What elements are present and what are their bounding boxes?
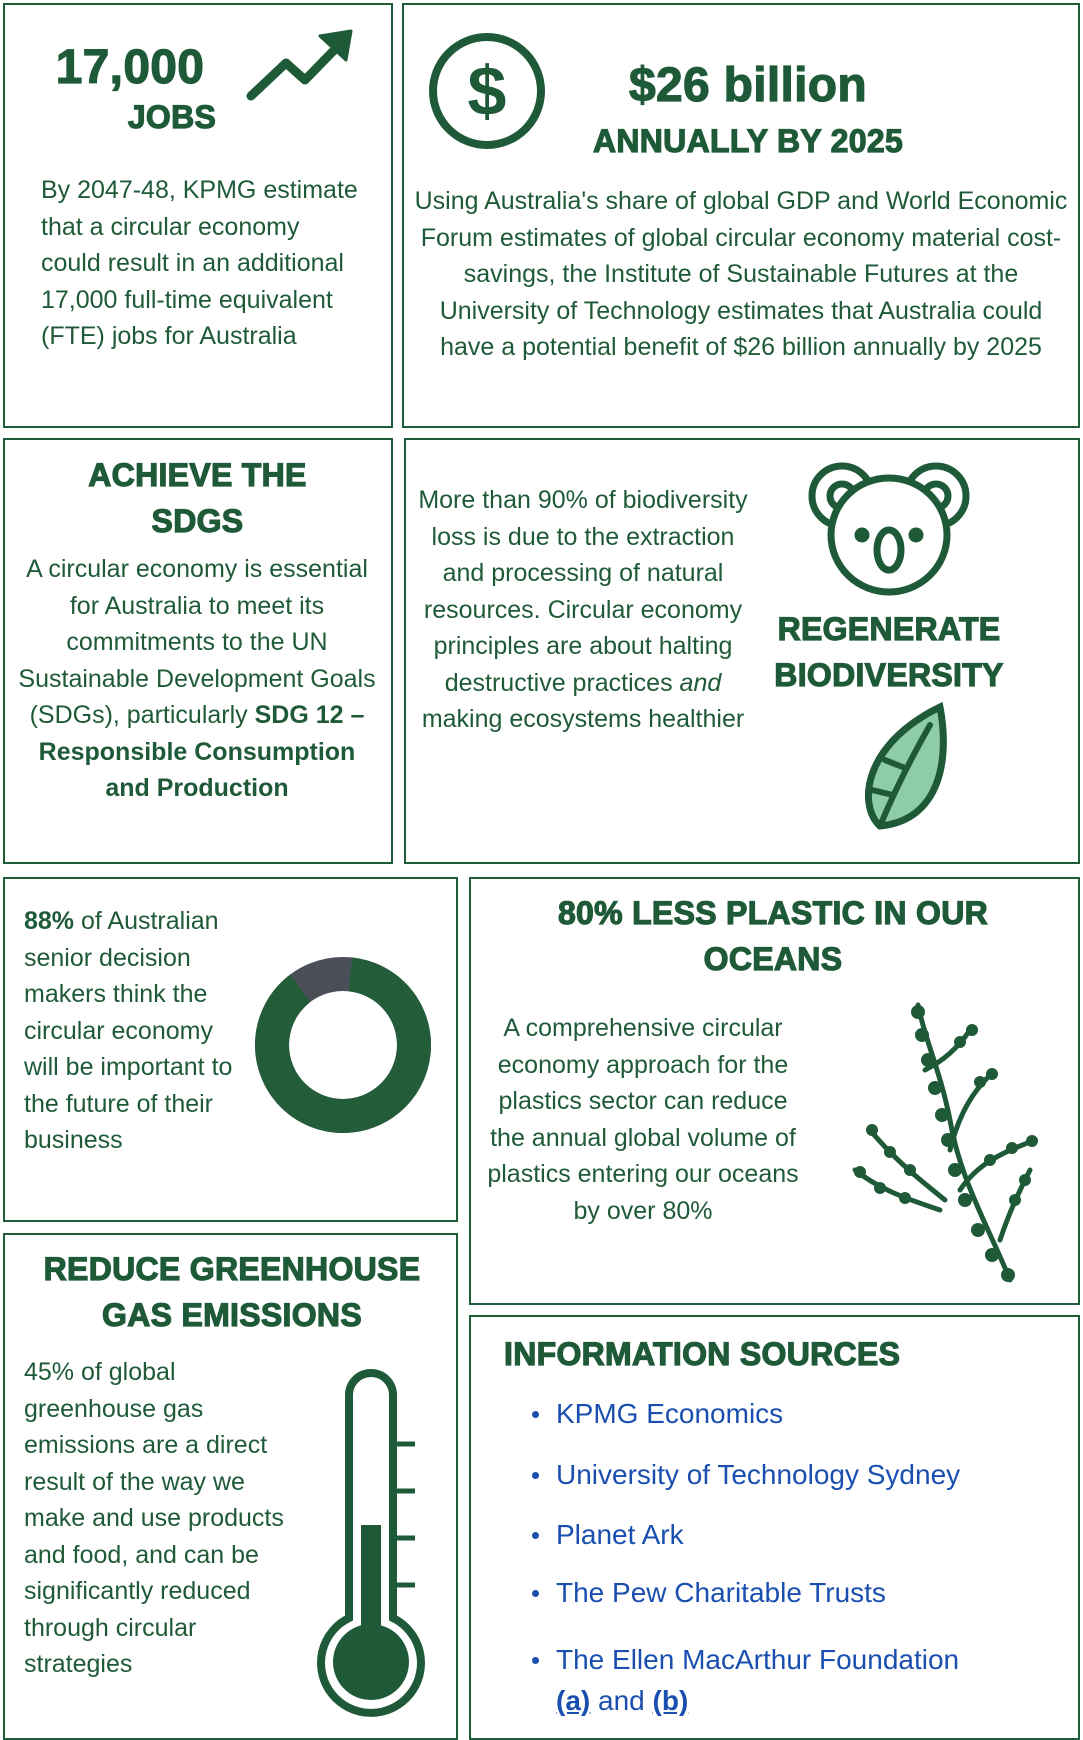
jobs-text: By 2047-48, KPMG estimate that a circula…	[41, 172, 361, 355]
thermometer-icon	[321, 1373, 421, 1713]
source-item[interactable]: University of Technology Sydney	[556, 1454, 960, 1496]
savings-text: Using Australia's share of global GDP an…	[412, 183, 1070, 366]
biodiversity-body: More than 90% of biodiversity loss is du…	[418, 486, 747, 697]
source-connector: and	[598, 1685, 645, 1716]
biodiversity-text: More than 90% of biodiversity loss is du…	[417, 482, 749, 738]
emissions-text: 45% of global greenhouse gas emissions a…	[24, 1354, 304, 1683]
survey-text: 88% of Australian senior decision makers…	[24, 903, 244, 1159]
page: $ 17,000 JOBS By 20	[0, 0, 1083, 1740]
source-item[interactable]: The Pew Charitable Trusts	[556, 1572, 886, 1614]
biodiversity-tail: making ecosystems healthier	[422, 705, 744, 733]
source-item[interactable]: KPMG Economics	[556, 1393, 783, 1435]
sdgs-text: A circular economy is essential for Aust…	[14, 551, 380, 807]
plastic-text: A comprehensive circular economy approac…	[478, 1010, 808, 1229]
source-item[interactable]: The Ellen MacArthur Foundation	[556, 1639, 959, 1681]
source-item[interactable]: Planet Ark	[556, 1514, 684, 1556]
emissions-heading: REDUCE GREENHOUSE GAS EMISSIONS	[12, 1246, 452, 1338]
survey-percent: 88%	[24, 907, 74, 935]
jobs-unit: JOBS	[72, 94, 272, 140]
jobs-figure: 17,000	[20, 42, 240, 94]
sources-heading: INFORMATION SOURCES	[504, 1331, 1004, 1377]
sdgs-heading: ACHIEVE THE SDGS	[60, 452, 335, 544]
source-link-a[interactable]: (a)	[556, 1685, 590, 1716]
koala-icon	[812, 466, 966, 592]
survey-body: of Australian senior decision makers thi…	[24, 907, 232, 1154]
svg-text:$: $	[468, 52, 507, 130]
trend-arrow	[251, 31, 351, 96]
donut	[265, 967, 421, 1123]
leaf-icon	[868, 707, 943, 826]
savings-unit: ANNUALLY BY 2025	[520, 118, 976, 164]
biodiversity-heading: REGENERATE BIODIVERSITY	[749, 606, 1029, 698]
savings-figure: $26 billion	[548, 60, 948, 112]
biodiversity-emphasis: and	[680, 669, 722, 697]
source-links: (a) and (b)	[556, 1680, 688, 1722]
source-link-b[interactable]: (b)	[653, 1685, 689, 1716]
plastic-heading: 80% LESS PLASTIC IN OUR OCEANS	[520, 890, 1026, 982]
